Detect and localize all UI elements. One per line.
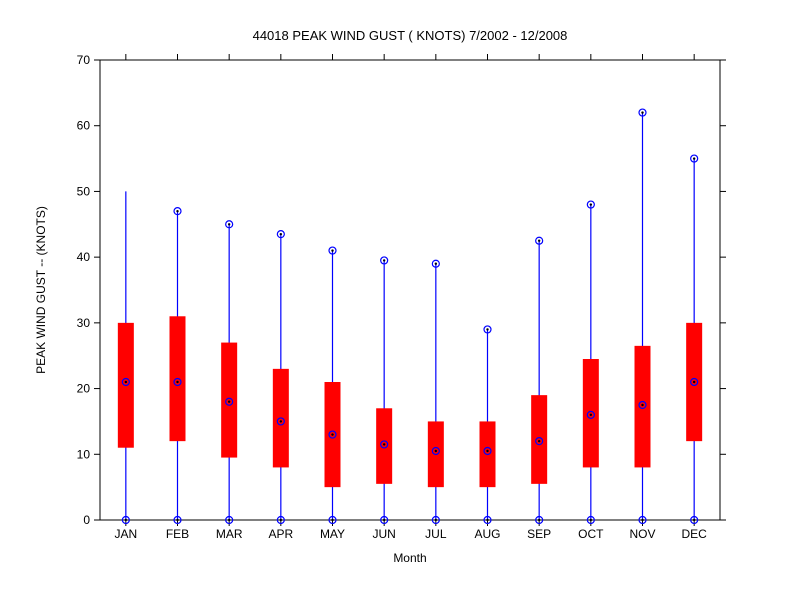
min-marker-dot xyxy=(641,519,643,521)
ytick-label: 60 xyxy=(77,119,91,133)
median-marker-dot xyxy=(590,414,592,416)
xtick-label: FEB xyxy=(166,527,189,541)
min-marker-dot xyxy=(125,519,127,521)
max-marker-dot xyxy=(486,328,488,330)
median-marker-dot xyxy=(383,443,385,445)
median-marker-dot xyxy=(486,450,488,452)
median-marker-dot xyxy=(538,440,540,442)
median-marker-dot xyxy=(331,433,333,435)
max-marker-dot xyxy=(176,210,178,212)
ytick-label: 0 xyxy=(83,513,90,527)
max-marker-dot xyxy=(435,263,437,265)
min-marker-dot xyxy=(486,519,488,521)
min-marker-dot xyxy=(228,519,230,521)
xtick-label: DEC xyxy=(681,527,707,541)
x-axis-label: Month xyxy=(393,551,426,565)
min-marker-dot xyxy=(331,519,333,521)
box xyxy=(376,408,392,484)
y-axis-label: PEAK WIND GUST -- (KNOTS) xyxy=(34,206,48,374)
xtick-label: JUL xyxy=(425,527,447,541)
xtick-label: MAR xyxy=(216,527,243,541)
ytick-label: 30 xyxy=(77,316,91,330)
median-marker-dot xyxy=(693,381,695,383)
min-marker-dot xyxy=(693,519,695,521)
box xyxy=(531,395,547,484)
median-marker-dot xyxy=(125,381,127,383)
xtick-label: MAY xyxy=(320,527,345,541)
box xyxy=(635,346,651,468)
max-marker-dot xyxy=(693,157,695,159)
ytick-label: 10 xyxy=(77,447,91,461)
max-marker-dot xyxy=(538,240,540,242)
max-marker-dot xyxy=(590,203,592,205)
xtick-label: APR xyxy=(268,527,293,541)
xtick-label: NOV xyxy=(629,527,655,541)
ytick-label: 40 xyxy=(77,250,91,264)
box xyxy=(583,359,599,467)
min-marker-dot xyxy=(280,519,282,521)
min-marker-dot xyxy=(538,519,540,521)
chart-title: 44018 PEAK WIND GUST ( KNOTS) 7/2002 - 1… xyxy=(253,28,568,43)
min-marker-dot xyxy=(435,519,437,521)
box xyxy=(221,343,237,458)
min-marker-dot xyxy=(383,519,385,521)
xtick-label: AUG xyxy=(474,527,500,541)
ytick-label: 70 xyxy=(77,53,91,67)
xtick-label: JAN xyxy=(114,527,137,541)
boxplot-chart: 0 10 20 30 40 50 60 70 JAN FEB MAR APR MAY JUN JUL AUG S… xyxy=(0,0,800,600)
xtick-label: JUN xyxy=(372,527,395,541)
xtick-label: SEP xyxy=(527,527,551,541)
median-marker-dot xyxy=(280,420,282,422)
chart-svg: 0 10 20 30 40 50 60 70 JAN FEB MAR APR MAY JUN JUL AUG S… xyxy=(0,0,800,600)
min-marker-dot xyxy=(590,519,592,521)
plot-area xyxy=(100,60,720,520)
max-marker-dot xyxy=(331,249,333,251)
ytick-label: 20 xyxy=(77,382,91,396)
median-marker-dot xyxy=(176,381,178,383)
max-marker-dot xyxy=(641,111,643,113)
median-marker-dot xyxy=(228,401,230,403)
min-marker-dot xyxy=(176,519,178,521)
max-marker-dot xyxy=(280,233,282,235)
max-marker-dot xyxy=(228,223,230,225)
median-marker-dot xyxy=(435,450,437,452)
ytick-label: 50 xyxy=(77,184,91,198)
median-marker-dot xyxy=(641,404,643,406)
xtick-label: OCT xyxy=(578,527,604,541)
max-marker-dot xyxy=(383,259,385,261)
